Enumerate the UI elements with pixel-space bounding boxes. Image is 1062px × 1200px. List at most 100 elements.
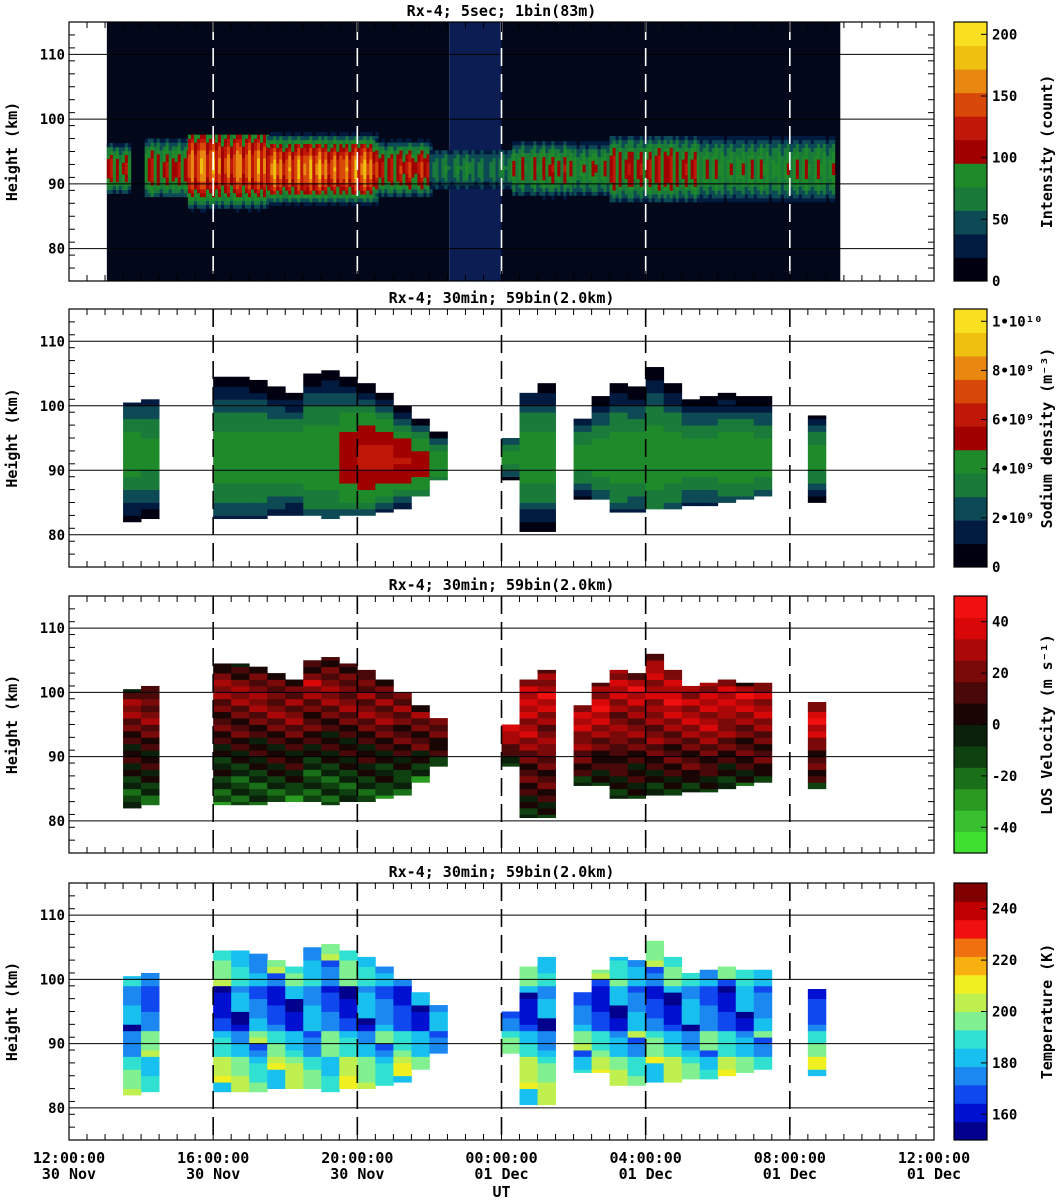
intensity-cell <box>217 165 222 170</box>
intensity-cell <box>612 135 616 141</box>
intensity-cell <box>765 170 770 176</box>
intensity-cell <box>342 143 346 148</box>
intensity-cell <box>530 148 534 154</box>
intensity-cell <box>357 198 361 203</box>
intensity-cell <box>459 173 463 178</box>
intensity-cell <box>297 167 301 172</box>
intensity-cell <box>423 177 427 182</box>
data-cell <box>339 483 358 490</box>
intensity-cell <box>750 139 755 145</box>
intensity-cell <box>180 138 185 143</box>
intensity-cell <box>606 164 610 169</box>
intensity-cell <box>260 157 264 163</box>
colorbar-tick-label: 2•10⁹ <box>992 511 1034 527</box>
intensity-cell <box>217 161 222 167</box>
intensity-cell <box>807 159 812 164</box>
intensity-cell <box>318 178 322 183</box>
data-cell <box>321 795 340 802</box>
intensity-cell <box>732 174 737 179</box>
data-cell <box>663 386 683 394</box>
intensity-cell <box>285 198 289 203</box>
intensity-cell <box>804 151 809 156</box>
intensity-cell <box>396 192 400 198</box>
intensity-cell <box>663 151 667 156</box>
intensity-cell <box>708 163 713 168</box>
intensity-cell <box>336 186 340 191</box>
intensity-cell <box>217 185 222 190</box>
intensity-cell <box>263 185 267 190</box>
intensity-cell <box>270 198 274 203</box>
data-cell <box>735 483 755 490</box>
intensity-cell <box>147 177 151 182</box>
data-cell <box>699 425 719 432</box>
data-cell <box>303 769 322 777</box>
intensity-cell <box>645 167 649 172</box>
intensity-cell <box>699 178 704 183</box>
intensity-cell <box>220 150 225 155</box>
intensity-cell <box>336 143 340 148</box>
intensity-cell <box>495 169 499 174</box>
data-cell <box>123 489 142 497</box>
intensity-cell <box>557 168 561 173</box>
intensity-cell <box>521 183 525 189</box>
intensity-cell <box>780 143 785 148</box>
intensity-cell <box>777 174 782 179</box>
intensity-cell <box>354 155 358 160</box>
intensity-cell <box>636 198 640 203</box>
intensity-cell <box>229 189 234 194</box>
intensity-cell <box>738 139 743 145</box>
data-cell <box>303 489 322 497</box>
intensity-cell <box>504 157 508 163</box>
data-cell <box>537 425 556 432</box>
intensity-cell <box>220 189 225 194</box>
intensity-cell <box>771 194 776 199</box>
intensity-cell <box>324 143 328 148</box>
intensity-cell <box>127 146 132 152</box>
intensity-cell <box>270 178 274 183</box>
intensity-cell <box>816 186 821 191</box>
intensity-cell <box>657 135 661 141</box>
intensity-cell <box>630 151 634 156</box>
data-cell <box>303 392 322 400</box>
data-cell <box>213 775 232 783</box>
intensity-cell <box>825 147 830 152</box>
intensity-cell <box>229 138 234 143</box>
data-cell <box>537 463 556 471</box>
intensity-cell <box>669 190 673 195</box>
intensity-cell <box>312 163 316 168</box>
intensity-cell <box>393 142 397 147</box>
intensity-cell <box>260 161 264 167</box>
intensity-cell <box>545 141 549 146</box>
data-cell <box>339 425 358 432</box>
intensity-cell <box>536 168 540 173</box>
colorbar-swatch <box>954 520 987 545</box>
intensity-cell <box>441 150 445 155</box>
intensity-cell <box>260 192 264 198</box>
data-cell <box>537 405 556 413</box>
intensity-cell <box>273 151 277 156</box>
intensity-cell <box>804 147 809 152</box>
intensity-cell <box>324 194 328 199</box>
intensity-cell <box>732 163 737 168</box>
intensity-cell <box>318 174 322 179</box>
intensity-cell <box>744 182 749 187</box>
intensity-cell <box>288 182 292 187</box>
intensity-cell <box>585 156 589 161</box>
intensity-cell <box>542 172 546 177</box>
intensity-cell <box>657 198 661 203</box>
intensity-cell <box>375 202 379 207</box>
data-cell <box>267 775 286 783</box>
intensity-cell <box>831 190 836 195</box>
data-cell <box>303 705 322 713</box>
intensity-cell <box>639 190 643 195</box>
intensity-cell <box>257 161 261 167</box>
intensity-cell <box>678 182 683 187</box>
intensity-cell <box>657 182 661 187</box>
intensity-cell <box>381 192 385 198</box>
intensity-cell <box>211 146 216 151</box>
intensity-cell <box>642 167 646 172</box>
intensity-cell <box>339 139 343 145</box>
intensity-cell <box>384 157 388 163</box>
intensity-cell <box>492 154 496 159</box>
data-cell <box>681 489 701 497</box>
